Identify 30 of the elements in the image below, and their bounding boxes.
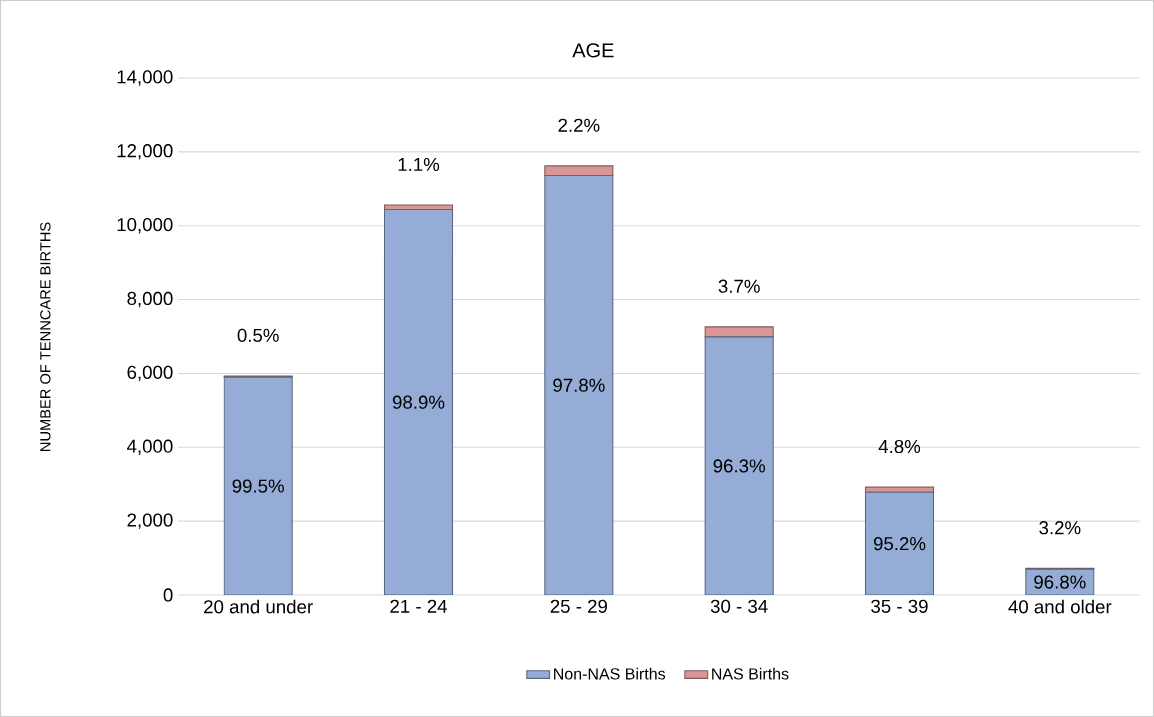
- x-tick-label: 25 - 29: [550, 599, 607, 613]
- annotation: 3.2%: [1039, 521, 1081, 535]
- annotation: 3.7%: [718, 279, 760, 293]
- annotation: 97.8%: [553, 378, 605, 392]
- annotation: 98.9%: [392, 395, 445, 409]
- y-tick-label: 2,000: [127, 513, 173, 529]
- annotation: 96.3%: [713, 459, 765, 473]
- x-tick-label: 35 - 39: [871, 599, 928, 613]
- y-tick-label: 14,000: [117, 70, 173, 86]
- chart-title: AGE: [572, 43, 614, 58]
- y-tick-label: 10,000: [117, 217, 173, 234]
- x-tick-label: 40 and older: [1008, 599, 1112, 614]
- y-axis-title: NUMBER OF TENNCARE BIRTHS: [40, 222, 51, 451]
- x-tick-label: 20 and under: [204, 599, 313, 614]
- annotation: 95.2%: [873, 537, 926, 551]
- y-tick-label: 6,000: [127, 365, 173, 382]
- annotation: 4.8%: [878, 439, 921, 454]
- x-tick-label: 30 - 34: [710, 599, 768, 613]
- y-tick-label: 4,000: [127, 439, 173, 455]
- annotation: 1.1%: [398, 157, 440, 171]
- annotation: 0.5%: [237, 328, 279, 342]
- y-tick-label: 0: [163, 588, 173, 602]
- legend-label: NAS Births: [712, 667, 789, 680]
- annotation: 2.2%: [558, 118, 600, 132]
- y-tick-label: 8,000: [127, 291, 173, 308]
- legend-label: Non-NAS Births: [554, 667, 666, 680]
- annotation: 99.5%: [232, 479, 284, 493]
- x-tick-label: 21 - 24: [390, 599, 447, 613]
- annotation: 96.8%: [1034, 575, 1086, 589]
- y-tick-label: 12,000: [117, 144, 173, 160]
